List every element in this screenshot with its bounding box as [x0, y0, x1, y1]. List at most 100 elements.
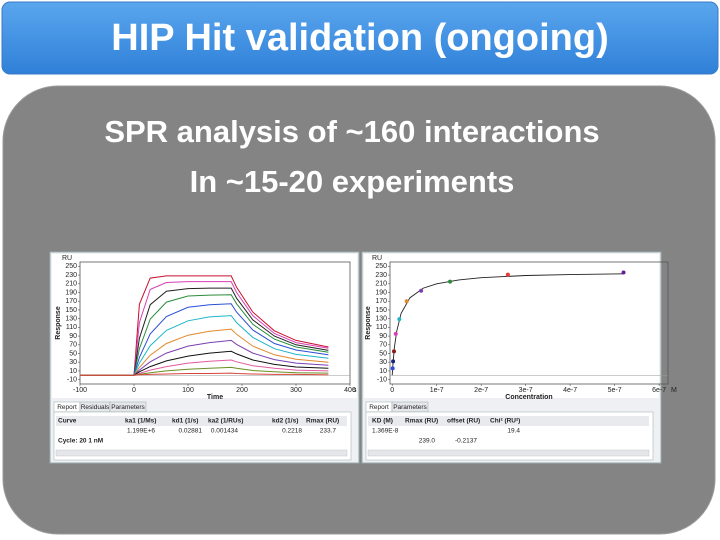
- y-tick-label: 190: [65, 289, 77, 296]
- x-tick-label: 300: [290, 387, 302, 394]
- table-header-row: [368, 416, 649, 426]
- column-header: KD (M): [372, 418, 393, 425]
- y-axis-label: Response: [55, 306, 62, 340]
- column-header: kd1 (1/s): [172, 418, 198, 425]
- y-tick-label: 210: [375, 281, 387, 288]
- y-tick-label: 110: [376, 324, 387, 331]
- y-tick-label: 30: [379, 359, 387, 366]
- y-tick-label: -10: [67, 376, 77, 383]
- y-tick-label: 230: [375, 272, 387, 279]
- plot-frame: [79, 261, 351, 385]
- table-cell: 0.001434: [211, 428, 238, 435]
- y-tick-label: 170: [375, 298, 387, 305]
- slide-title: HIP Hit validation (ongoing): [111, 17, 609, 59]
- sensorgram-curve: [80, 275, 329, 376]
- y-unit: RU: [372, 255, 382, 262]
- data-point: [391, 359, 396, 364]
- sensorgram-curve: [80, 328, 329, 376]
- data-point: [621, 270, 626, 275]
- y-tick-label: 150: [65, 307, 77, 314]
- scrollbar: [55, 449, 348, 457]
- y-tick-label: 130: [375, 315, 387, 322]
- table-cell: 239.0: [419, 438, 436, 445]
- body-line: In ~15-20 experiments: [190, 164, 515, 199]
- y-tick-label: 170: [65, 298, 77, 305]
- sensorgram-curve: [80, 350, 329, 376]
- y-tick-label: 190: [375, 289, 387, 296]
- data-point: [505, 272, 510, 277]
- y-tick-label: 230: [65, 272, 77, 279]
- table-cell: 233.7: [320, 428, 337, 435]
- x-tick-label: 0: [390, 387, 394, 394]
- x-unit: s: [353, 387, 357, 394]
- tab-label[interactable]: Report: [57, 404, 77, 411]
- x-tick-label: 1e-7: [430, 387, 444, 394]
- tab-label[interactable]: Residuals: [81, 404, 110, 411]
- tab-label[interactable]: Report: [369, 404, 389, 411]
- sensorgram-curve: [80, 294, 329, 376]
- column-header: ka2 (1/RUs): [208, 418, 243, 425]
- table-cell: 1.369E-8: [372, 428, 399, 435]
- data-point: [404, 299, 409, 304]
- data-point: [393, 331, 398, 336]
- column-header: Curve: [58, 418, 77, 425]
- y-unit: RU: [62, 255, 72, 262]
- column-header: Rmax (RU): [405, 418, 438, 425]
- y-tick-label: 10: [69, 368, 77, 375]
- x-tick-label: 6e-7: [652, 387, 666, 394]
- x-tick-label: 4e-7: [563, 387, 577, 394]
- data-point: [397, 317, 402, 322]
- data-point: [390, 366, 395, 371]
- y-tick-label: 10: [379, 368, 387, 375]
- tab-label[interactable]: Parameters: [393, 404, 427, 411]
- y-tick-label: 70: [69, 342, 77, 349]
- column-header: Chi² (RU²): [490, 418, 520, 425]
- sensorgram-curve: [80, 372, 329, 376]
- y-tick-label: 30: [69, 359, 77, 366]
- sensorgram-curve: [80, 359, 329, 376]
- y-tick-label: 250: [375, 263, 387, 270]
- x-axis-label: Concentration: [505, 394, 552, 401]
- y-tick-label: 150: [375, 307, 387, 314]
- table-cell: -0.2137: [455, 438, 477, 445]
- table-cell: 19.4: [507, 428, 520, 435]
- y-tick-label: 90: [379, 333, 387, 340]
- body-line: SPR analysis of ~160 interactions: [104, 114, 599, 149]
- column-header: ka1 (1/Ms): [125, 418, 156, 425]
- sensorgram-curve: [80, 303, 329, 376]
- data-point: [392, 349, 397, 354]
- y-tick-label: 50: [379, 350, 387, 357]
- table-cell: 0.2218: [282, 428, 302, 435]
- sensorgram-curve: [80, 287, 329, 376]
- y-tick-label: 70: [379, 342, 387, 349]
- y-axis-label: Response: [365, 306, 372, 340]
- sensorgram-curve: [80, 339, 329, 376]
- tab-label[interactable]: Parameters: [111, 404, 145, 411]
- x-tick-label: -100: [73, 387, 87, 394]
- x-unit: M: [671, 387, 677, 394]
- scrollbar: [367, 449, 650, 457]
- x-tick-label: 0: [132, 387, 136, 394]
- y-tick-label: -10: [377, 376, 387, 383]
- data-point: [448, 279, 453, 284]
- y-tick-label: 110: [66, 324, 77, 331]
- x-tick-label: 400: [344, 387, 356, 394]
- x-axis-label: Time: [207, 394, 223, 401]
- chart-area: [364, 254, 659, 398]
- table-cell: 1.199E+6: [127, 428, 155, 435]
- x-tick-label: 3e-7: [519, 387, 533, 394]
- column-header: Rmax (RU): [306, 418, 339, 425]
- sensorgram-curve: [80, 315, 329, 376]
- y-tick-label: 250: [65, 263, 77, 270]
- table-footer: Cycle: 20 1 nM: [58, 438, 103, 445]
- sensorgram-curve: [80, 281, 329, 376]
- y-tick-label: 90: [69, 333, 77, 340]
- y-tick-label: 130: [65, 315, 77, 322]
- data-point: [419, 288, 424, 293]
- x-tick-label: 5e-7: [608, 387, 622, 394]
- x-tick-label: 100: [182, 387, 194, 394]
- table-cell: 0.02881: [179, 428, 203, 435]
- fit-curve: [391, 273, 624, 376]
- x-tick-label: 200: [236, 387, 248, 394]
